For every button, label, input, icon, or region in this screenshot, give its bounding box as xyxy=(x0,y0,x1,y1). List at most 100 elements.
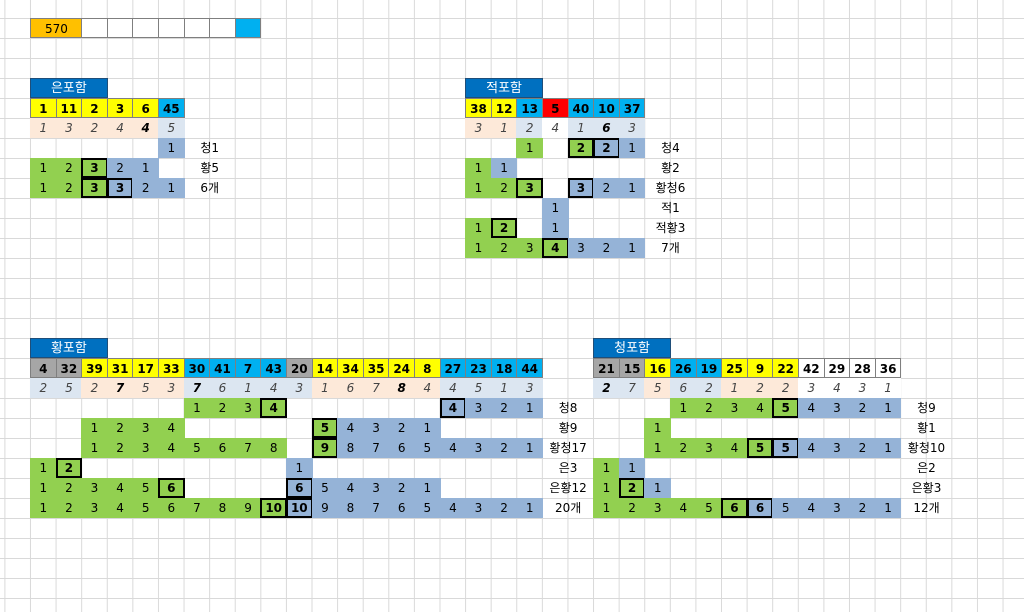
header-number: 12 xyxy=(490,98,518,118)
order-number: 2 xyxy=(593,378,620,398)
header-number: 29 xyxy=(823,358,851,378)
count-cell: 1 xyxy=(644,438,671,458)
order-number: 5 xyxy=(465,378,492,398)
count-cell: 6 xyxy=(721,498,748,518)
count-cell: 2 xyxy=(670,438,697,458)
order-number: 1 xyxy=(234,378,262,398)
order-number: 4 xyxy=(823,378,851,398)
count-cell: 4 xyxy=(106,498,134,518)
count-cell: 5 xyxy=(183,438,211,458)
counter: 570 xyxy=(30,18,83,38)
header-number: 30 xyxy=(183,358,211,378)
count-cell: 1 xyxy=(618,138,646,158)
count-cell: 3 xyxy=(81,178,108,198)
count-cell: 3 xyxy=(823,438,851,458)
header-number: 19 xyxy=(695,358,723,378)
order-number: 1 xyxy=(490,118,518,138)
order-number: 2 xyxy=(81,378,108,398)
count-cell: 3 xyxy=(465,398,492,418)
count-cell: 1 xyxy=(516,438,543,458)
count-cell: 1 xyxy=(465,238,492,258)
header-number: 41 xyxy=(209,358,236,378)
count-cell: 2 xyxy=(490,398,518,418)
count-cell: 2 xyxy=(849,498,876,518)
count-cell: 4 xyxy=(439,398,467,418)
order-number: 1 xyxy=(490,378,518,398)
header-number: 18 xyxy=(490,358,518,378)
header-number: 26 xyxy=(670,358,697,378)
empty-box xyxy=(132,18,159,38)
count-cell: 1 xyxy=(30,158,57,178)
row-label: 은2 xyxy=(917,461,936,475)
count-cell: 3 xyxy=(644,498,671,518)
count-cell: 3 xyxy=(823,498,851,518)
count-cell: 1 xyxy=(644,478,671,498)
row-label: 7개 xyxy=(661,241,680,255)
count-cell: 1 xyxy=(465,158,492,178)
row-label: 청8 xyxy=(558,401,578,415)
order-number: 2 xyxy=(746,378,774,398)
count-cell: 2 xyxy=(593,138,620,158)
order-number: 2 xyxy=(81,118,108,138)
order-number: 3 xyxy=(286,378,313,398)
count-cell: 1 xyxy=(618,238,646,258)
header-number: 13 xyxy=(516,98,543,118)
count-cell: 2 xyxy=(593,238,620,258)
count-cell: 4 xyxy=(746,398,774,418)
section-title: 황포함 xyxy=(30,338,108,358)
header-number: 25 xyxy=(721,358,748,378)
count-cell: 1 xyxy=(490,158,518,178)
empty-box xyxy=(183,18,211,38)
row-label: 황2 xyxy=(661,161,680,175)
order-number: 7 xyxy=(618,378,646,398)
header-number: 40 xyxy=(567,98,595,118)
order-number: 6 xyxy=(209,378,236,398)
header-number: 17 xyxy=(132,358,159,378)
header-number: 32 xyxy=(55,358,83,378)
count-cell: 1 xyxy=(644,418,671,438)
count-cell: 2 xyxy=(388,418,415,438)
order-number: 4 xyxy=(132,118,159,138)
count-cell: 8 xyxy=(337,498,364,518)
count-cell: 3 xyxy=(695,438,723,458)
order-number: 7 xyxy=(106,378,134,398)
order-number: 3 xyxy=(849,378,876,398)
header-number: 34 xyxy=(337,358,364,378)
header-number: 6 xyxy=(132,98,159,118)
count-cell: 9 xyxy=(311,498,339,518)
count-cell: 5 xyxy=(414,498,441,518)
count-cell: 1 xyxy=(30,458,57,478)
count-cell: 2 xyxy=(55,158,83,178)
count-cell: 6 xyxy=(158,498,185,518)
row-label: 은3 xyxy=(558,461,578,475)
order-number: 3 xyxy=(516,378,543,398)
count-cell: 7 xyxy=(362,498,390,518)
count-cell: 1 xyxy=(81,438,108,458)
count-cell: 5 xyxy=(772,438,799,458)
empty-box xyxy=(81,18,108,38)
header-number: 4 xyxy=(30,358,57,378)
order-number: 5 xyxy=(158,118,185,138)
header-number: 2 xyxy=(81,98,108,118)
row-label: 적1 xyxy=(661,201,680,215)
count-cell: 10 xyxy=(286,498,313,518)
order-number: 4 xyxy=(260,378,287,398)
count-cell: 1 xyxy=(158,178,185,198)
order-number: 3 xyxy=(158,378,185,398)
count-cell: 1 xyxy=(874,398,902,418)
count-cell: 1 xyxy=(286,458,313,478)
header-number: 36 xyxy=(874,358,902,378)
count-cell: 6 xyxy=(158,478,185,498)
order-number: 3 xyxy=(618,118,646,138)
order-number: 6 xyxy=(593,118,620,138)
count-cell: 1 xyxy=(158,138,185,158)
header-number: 8 xyxy=(414,358,441,378)
section-title: 은포함 xyxy=(30,78,108,98)
row-label: 은황12 xyxy=(549,481,587,495)
count-cell: 5 xyxy=(311,418,339,438)
count-cell: 1 xyxy=(593,498,620,518)
count-cell: 1 xyxy=(81,418,108,438)
count-cell: 3 xyxy=(567,238,595,258)
header-number: 38 xyxy=(465,98,492,118)
